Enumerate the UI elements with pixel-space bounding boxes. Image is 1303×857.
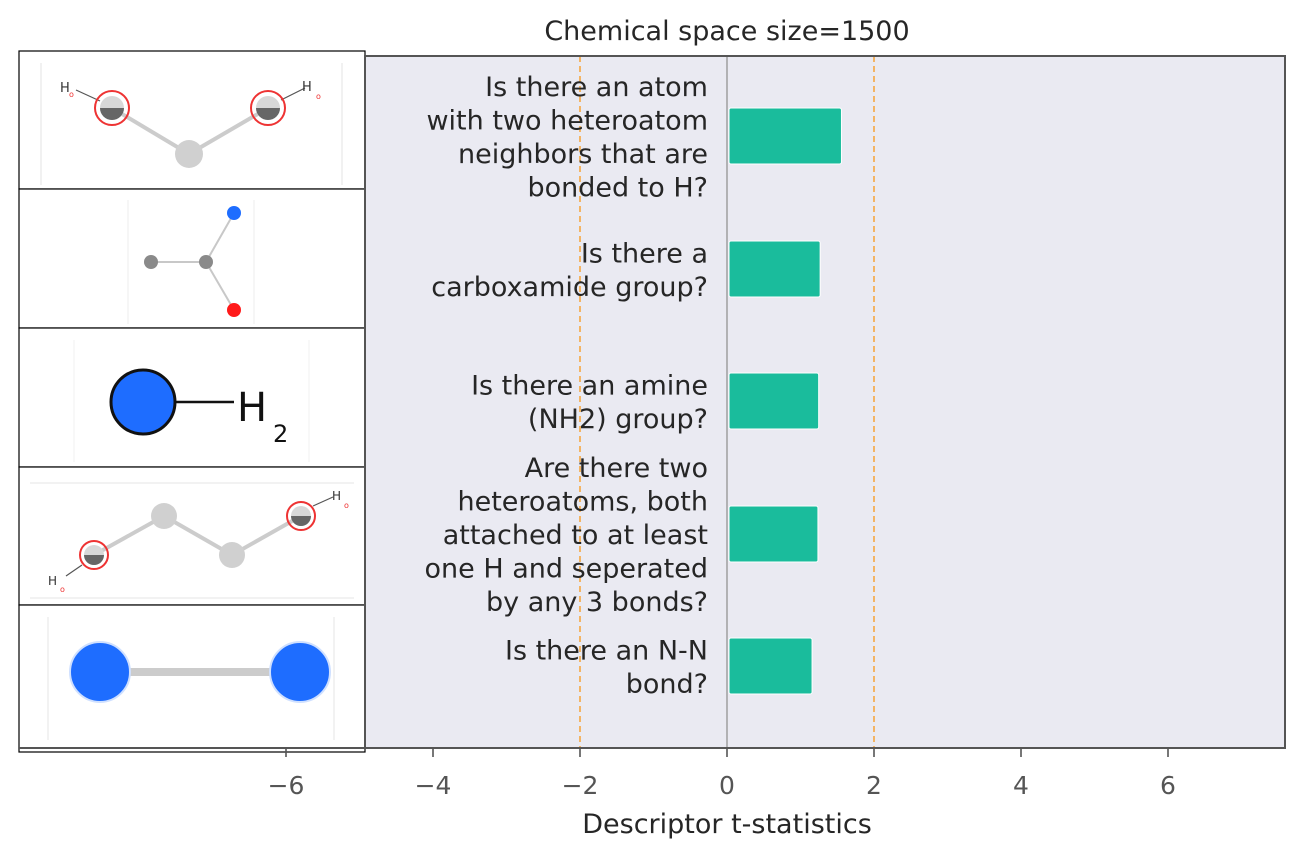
category-label-1-line-3: neighbors that are bbox=[458, 139, 708, 170]
category-label-2-line-2: carboxamide group? bbox=[431, 272, 708, 303]
1-4-diol-icon: H o H o bbox=[18, 466, 366, 606]
chart-title: Chemical space size=1500 bbox=[544, 16, 909, 47]
plot-background bbox=[365, 56, 1285, 748]
diol-h-bond-donor-icon: H o H o bbox=[18, 50, 366, 190]
x-tick-label-5: 2 bbox=[866, 771, 882, 800]
category-label-1-line-1: Is there an atom bbox=[485, 72, 708, 103]
bar-series bbox=[728, 107, 842, 695]
svg-text:o: o bbox=[60, 585, 65, 594]
x-axis-ticks: −6 −4 −2 0 2 4 6 bbox=[268, 748, 1176, 800]
x-tick-label-1: −6 bbox=[268, 771, 305, 800]
bar-3 bbox=[728, 372, 820, 430]
svg-text:H: H bbox=[48, 574, 57, 588]
bar-2 bbox=[728, 240, 821, 298]
svg-text:o: o bbox=[316, 92, 321, 101]
x-tick-label-2: −4 bbox=[415, 771, 452, 800]
bar-4 bbox=[728, 505, 819, 563]
category-label-4-line-3: attached to at least bbox=[443, 520, 708, 551]
carboxamide-icon bbox=[18, 188, 366, 329]
category-label-4-line-4: one H and seperated bbox=[425, 554, 709, 585]
category-label-5-line-2: bond? bbox=[626, 669, 708, 700]
x-tick-label-6: 4 bbox=[1013, 771, 1029, 800]
category-label-1-line-2: with two heteroatom bbox=[426, 105, 708, 136]
category-label-4-line-2: heteroatoms, both bbox=[458, 487, 709, 518]
category-label-4-line-1: Are there two bbox=[525, 453, 708, 484]
category-label-3-line-1: Is there an amine bbox=[471, 370, 708, 401]
category-label-5-line-1: Is there an N-N bbox=[505, 635, 708, 666]
molecule-panel: H o H o H 2 bbox=[18, 50, 366, 753]
category-label-1-line-4: bonded to H? bbox=[527, 172, 708, 203]
svg-text:H: H bbox=[237, 385, 267, 431]
svg-text:2: 2 bbox=[273, 420, 288, 448]
bar-5 bbox=[728, 637, 813, 695]
svg-text:o: o bbox=[69, 90, 74, 99]
amine-h2-icon: H 2 bbox=[18, 327, 366, 468]
x-tick-label-4: 0 bbox=[719, 771, 735, 800]
category-label-3-line-2: (NH2) group? bbox=[528, 404, 708, 435]
x-tick-label-3: −2 bbox=[562, 771, 599, 800]
n-n-bond-icon bbox=[18, 604, 366, 753]
significance-lines bbox=[579, 56, 875, 748]
svg-text:o: o bbox=[344, 501, 349, 510]
svg-text:H: H bbox=[60, 81, 70, 96]
x-axis-label: Descriptor t-statistics bbox=[582, 809, 872, 840]
bar-1 bbox=[728, 107, 842, 165]
x-tick-label-7: 6 bbox=[1160, 771, 1176, 800]
svg-text:H: H bbox=[302, 80, 312, 95]
category-label-4-line-5: by any 3 bonds? bbox=[486, 587, 708, 618]
svg-text:H: H bbox=[332, 489, 341, 503]
category-label-2-line-1: Is there a bbox=[581, 238, 708, 269]
